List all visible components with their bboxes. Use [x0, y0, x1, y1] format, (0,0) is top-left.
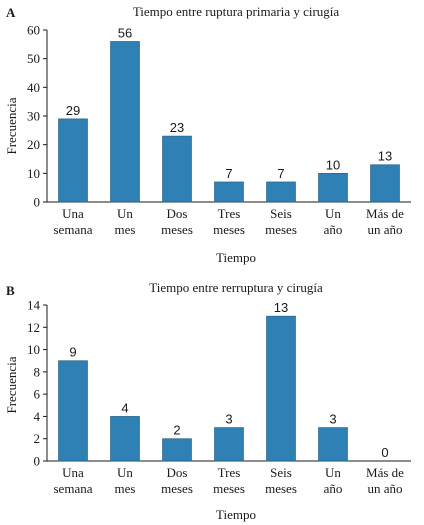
panel-b-x-axis-title: Tiempo [216, 507, 256, 522]
panel-b-data-label: 3 [329, 412, 336, 427]
panel-b-title: Tiempo entre rerruptura y cirugía [149, 280, 323, 295]
panel-b-bar [214, 427, 244, 462]
panel-a-category-label: Dos meses [161, 206, 193, 237]
panel-b-category-label: Un año [324, 465, 343, 496]
panel-b: B Tiempo entre rerruptura y cirugía Frec… [4, 280, 411, 522]
panel-b-y-tick-label: 14 [27, 298, 41, 313]
panel-a-data-label: 23 [170, 120, 184, 135]
panel-a-y-axis-title: Frecuencia [4, 97, 19, 154]
panel-a-y-tick-label: 40 [27, 80, 40, 95]
panel-b-y-tick-label: 8 [34, 364, 41, 379]
panel-b-category-label: Seis meses [265, 465, 297, 496]
panel-a-category-label: Seis meses [265, 206, 297, 237]
panel-a-category-label: Un año [324, 206, 343, 237]
panel-a-x-axis-title: Tiempo [216, 250, 256, 265]
panel-a-y-tick-label: 10 [27, 166, 40, 181]
panel-b-data-label: 2 [173, 423, 180, 438]
panel-b-bar [266, 315, 296, 462]
panel-b-plot: 0 2 4 6 8 10 12 14 9 Una semana 4 Un mes 2 Dos meses 3 Tre… [27, 298, 411, 496]
panel-a-data-label: 29 [66, 103, 80, 118]
panel-b-data-label: 13 [274, 300, 288, 315]
panel-b-category-label: Un mes [115, 465, 136, 496]
panel-a-title: Tiempo entre ruptura primaria y cirugía [133, 4, 340, 19]
panel-b-bar [162, 438, 192, 462]
panel-a-bar [110, 41, 140, 203]
panel-a-y-tick-label: 50 [27, 51, 40, 66]
panel-a-bar [266, 181, 296, 203]
panel-a-y-tick-label: 0 [34, 195, 41, 210]
panel-b-y-axis-title: Frecuencia [4, 356, 19, 413]
panel-a-bar [318, 173, 348, 203]
panel-b-category-label: Tres meses [213, 465, 245, 496]
panel-b-bar [318, 427, 348, 462]
panel-a-letter: A [6, 5, 16, 20]
panel-a-data-label: 13 [378, 149, 392, 164]
panel-a-data-label: 7 [225, 166, 232, 181]
panel-a-category-label: Un mes [115, 206, 136, 237]
panel-a-bar [162, 135, 192, 203]
panel-b-data-label: 4 [121, 400, 128, 415]
panel-b-y-tick-label: 6 [34, 387, 41, 402]
panel-a-category-label: Tres meses [213, 206, 245, 237]
panel-b-category-label: Una semana [54, 465, 93, 496]
panel-b-bar [58, 360, 88, 462]
panel-a-y-tick-label: 60 [27, 23, 40, 38]
panel-b-category-label: Más de un año [366, 465, 404, 496]
panel-b-y-tick-label: 2 [34, 431, 41, 446]
panel-a-data-label: 56 [118, 25, 132, 40]
panel-a-category-label: Una semana [54, 206, 93, 237]
panel-a-bar [58, 118, 88, 203]
panel-b-data-label: 3 [225, 412, 232, 427]
panel-a-y-tick-label: 20 [27, 137, 40, 152]
panel-a-bar [370, 164, 400, 203]
panel-a: A Tiempo entre ruptura primaria y cirugí… [4, 4, 411, 265]
panel-b-y-tick-label: 4 [34, 409, 41, 424]
panel-a-bar [214, 181, 244, 203]
panel-a-plot: 0 10 20 30 40 50 60 29 Una semana 56 Un mes 23 Dos mese… [27, 23, 411, 237]
panel-b-y-tick-label: 12 [27, 320, 40, 335]
panel-b-letter: B [6, 283, 15, 298]
panel-b-y-tick-label: 0 [34, 454, 41, 469]
panel-b-bar [110, 416, 140, 462]
panel-b-data-label: 9 [69, 345, 76, 360]
panel-b-data-label: 0 [381, 445, 388, 460]
panel-b-category-label: Dos meses [161, 465, 193, 496]
panel-a-y-tick-label: 30 [27, 109, 40, 124]
panel-a-category-label: Más de un año [366, 206, 404, 237]
panel-b-y-tick-label: 10 [27, 342, 40, 357]
panel-a-data-label: 10 [326, 157, 340, 172]
panel-a-data-label: 7 [277, 166, 284, 181]
